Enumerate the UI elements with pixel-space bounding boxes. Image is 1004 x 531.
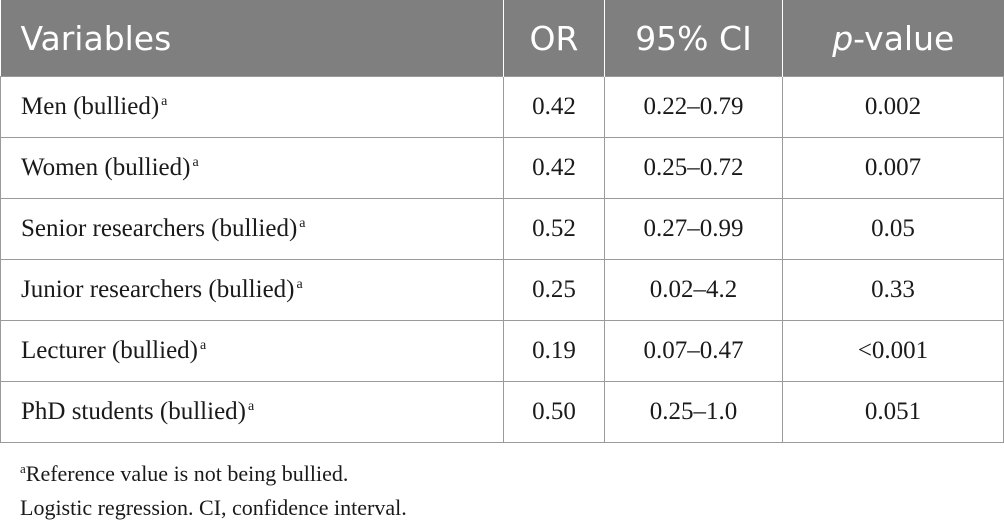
cell-p-value: 0.007 <box>782 137 1004 199</box>
header-p-value: p-value <box>782 0 1004 77</box>
cell-variable: Lecturer (bullied) a <box>0 320 504 382</box>
header-p-rest: -value <box>853 18 955 58</box>
footnote-method: Logistic regression. CI, confidence inte… <box>20 495 407 520</box>
results-table-container: Variables OR 95% CI p-value Men (bullied… <box>0 0 1004 443</box>
table-footnotes: aReference value is not being bullied. L… <box>20 452 407 525</box>
cell-ci: 0.25–0.72 <box>604 137 783 199</box>
table-body: Men (bullied) a 0.42 0.22–0.79 0.002 Wome… <box>0 76 1004 443</box>
cell-or: 0.42 <box>503 137 605 199</box>
footnote-marker: a <box>200 338 207 353</box>
cell-or: 0.42 <box>503 76 605 138</box>
footnote-a-marker: a <box>20 461 26 476</box>
cell-or: 0.52 <box>503 198 605 260</box>
table-row: Junior researchers (bullied) a 0.25 0.02–… <box>0 259 1004 321</box>
header-or: OR <box>503 0 605 77</box>
header-row: Variables OR 95% CI p-value <box>0 0 1004 77</box>
cell-variable: Men (bullied) a <box>0 76 504 138</box>
table-header: Variables OR 95% CI p-value <box>0 0 1004 77</box>
cell-ci: 0.22–0.79 <box>604 76 783 138</box>
table-row: Lecturer (bullied) a 0.19 0.07–0.47 <0.00… <box>0 320 1004 382</box>
footnote-marker: a <box>248 399 255 414</box>
cell-p-value: 0.051 <box>782 381 1004 443</box>
header-variables: Variables <box>0 0 504 77</box>
footnote-marker: a <box>299 216 306 231</box>
cell-p-value: 0.33 <box>782 259 1004 321</box>
footnote-marker: a <box>161 94 168 109</box>
cell-or: 0.50 <box>503 381 605 443</box>
variable-label: Senior researchers (bullied) <box>21 215 298 242</box>
table-row: PhD students (bullied) a 0.50 0.25–1.0 0.… <box>0 381 1004 443</box>
cell-variable: Women (bullied) a <box>0 137 504 199</box>
variable-label: Women (bullied) <box>21 154 191 181</box>
cell-p-value: 0.05 <box>782 198 1004 260</box>
table-row: Men (bullied) a 0.42 0.22–0.79 0.002 <box>0 76 1004 138</box>
cell-ci: 0.25–1.0 <box>604 381 783 443</box>
table-row: Senior researchers (bullied) a 0.52 0.27–… <box>0 198 1004 260</box>
cell-variable: Junior researchers (bullied) a <box>0 259 504 321</box>
cell-or: 0.25 <box>503 259 605 321</box>
header-ci: 95% CI <box>604 0 783 77</box>
cell-ci: 0.07–0.47 <box>604 320 783 382</box>
footnote-marker: a <box>296 277 303 292</box>
cell-variable: Senior researchers (bullied) a <box>0 198 504 260</box>
cell-or: 0.19 <box>503 320 605 382</box>
variable-label: PhD students (bullied) <box>21 398 246 425</box>
header-p-italic: p <box>832 18 854 58</box>
variable-label: Junior researchers (bullied) <box>21 276 295 303</box>
variable-label: Men (bullied) <box>21 93 160 120</box>
table-row: Women (bullied) a 0.42 0.25–0.72 0.007 <box>0 137 1004 199</box>
cell-p-value: <0.001 <box>782 320 1004 382</box>
cell-ci: 0.02–4.2 <box>604 259 783 321</box>
footnote-a-text: Reference value is not being bullied. <box>25 461 349 486</box>
cell-ci: 0.27–0.99 <box>604 198 783 260</box>
cell-variable: PhD students (bullied) a <box>0 381 504 443</box>
variable-label: Lecturer (bullied) <box>21 337 198 364</box>
logistic-regression-table: Variables OR 95% CI p-value Men (bullied… <box>0 0 1004 443</box>
footnote-a: aReference value is not being bullied. <box>20 452 407 491</box>
footnote-marker: a <box>192 155 199 170</box>
cell-p-value: 0.002 <box>782 76 1004 138</box>
